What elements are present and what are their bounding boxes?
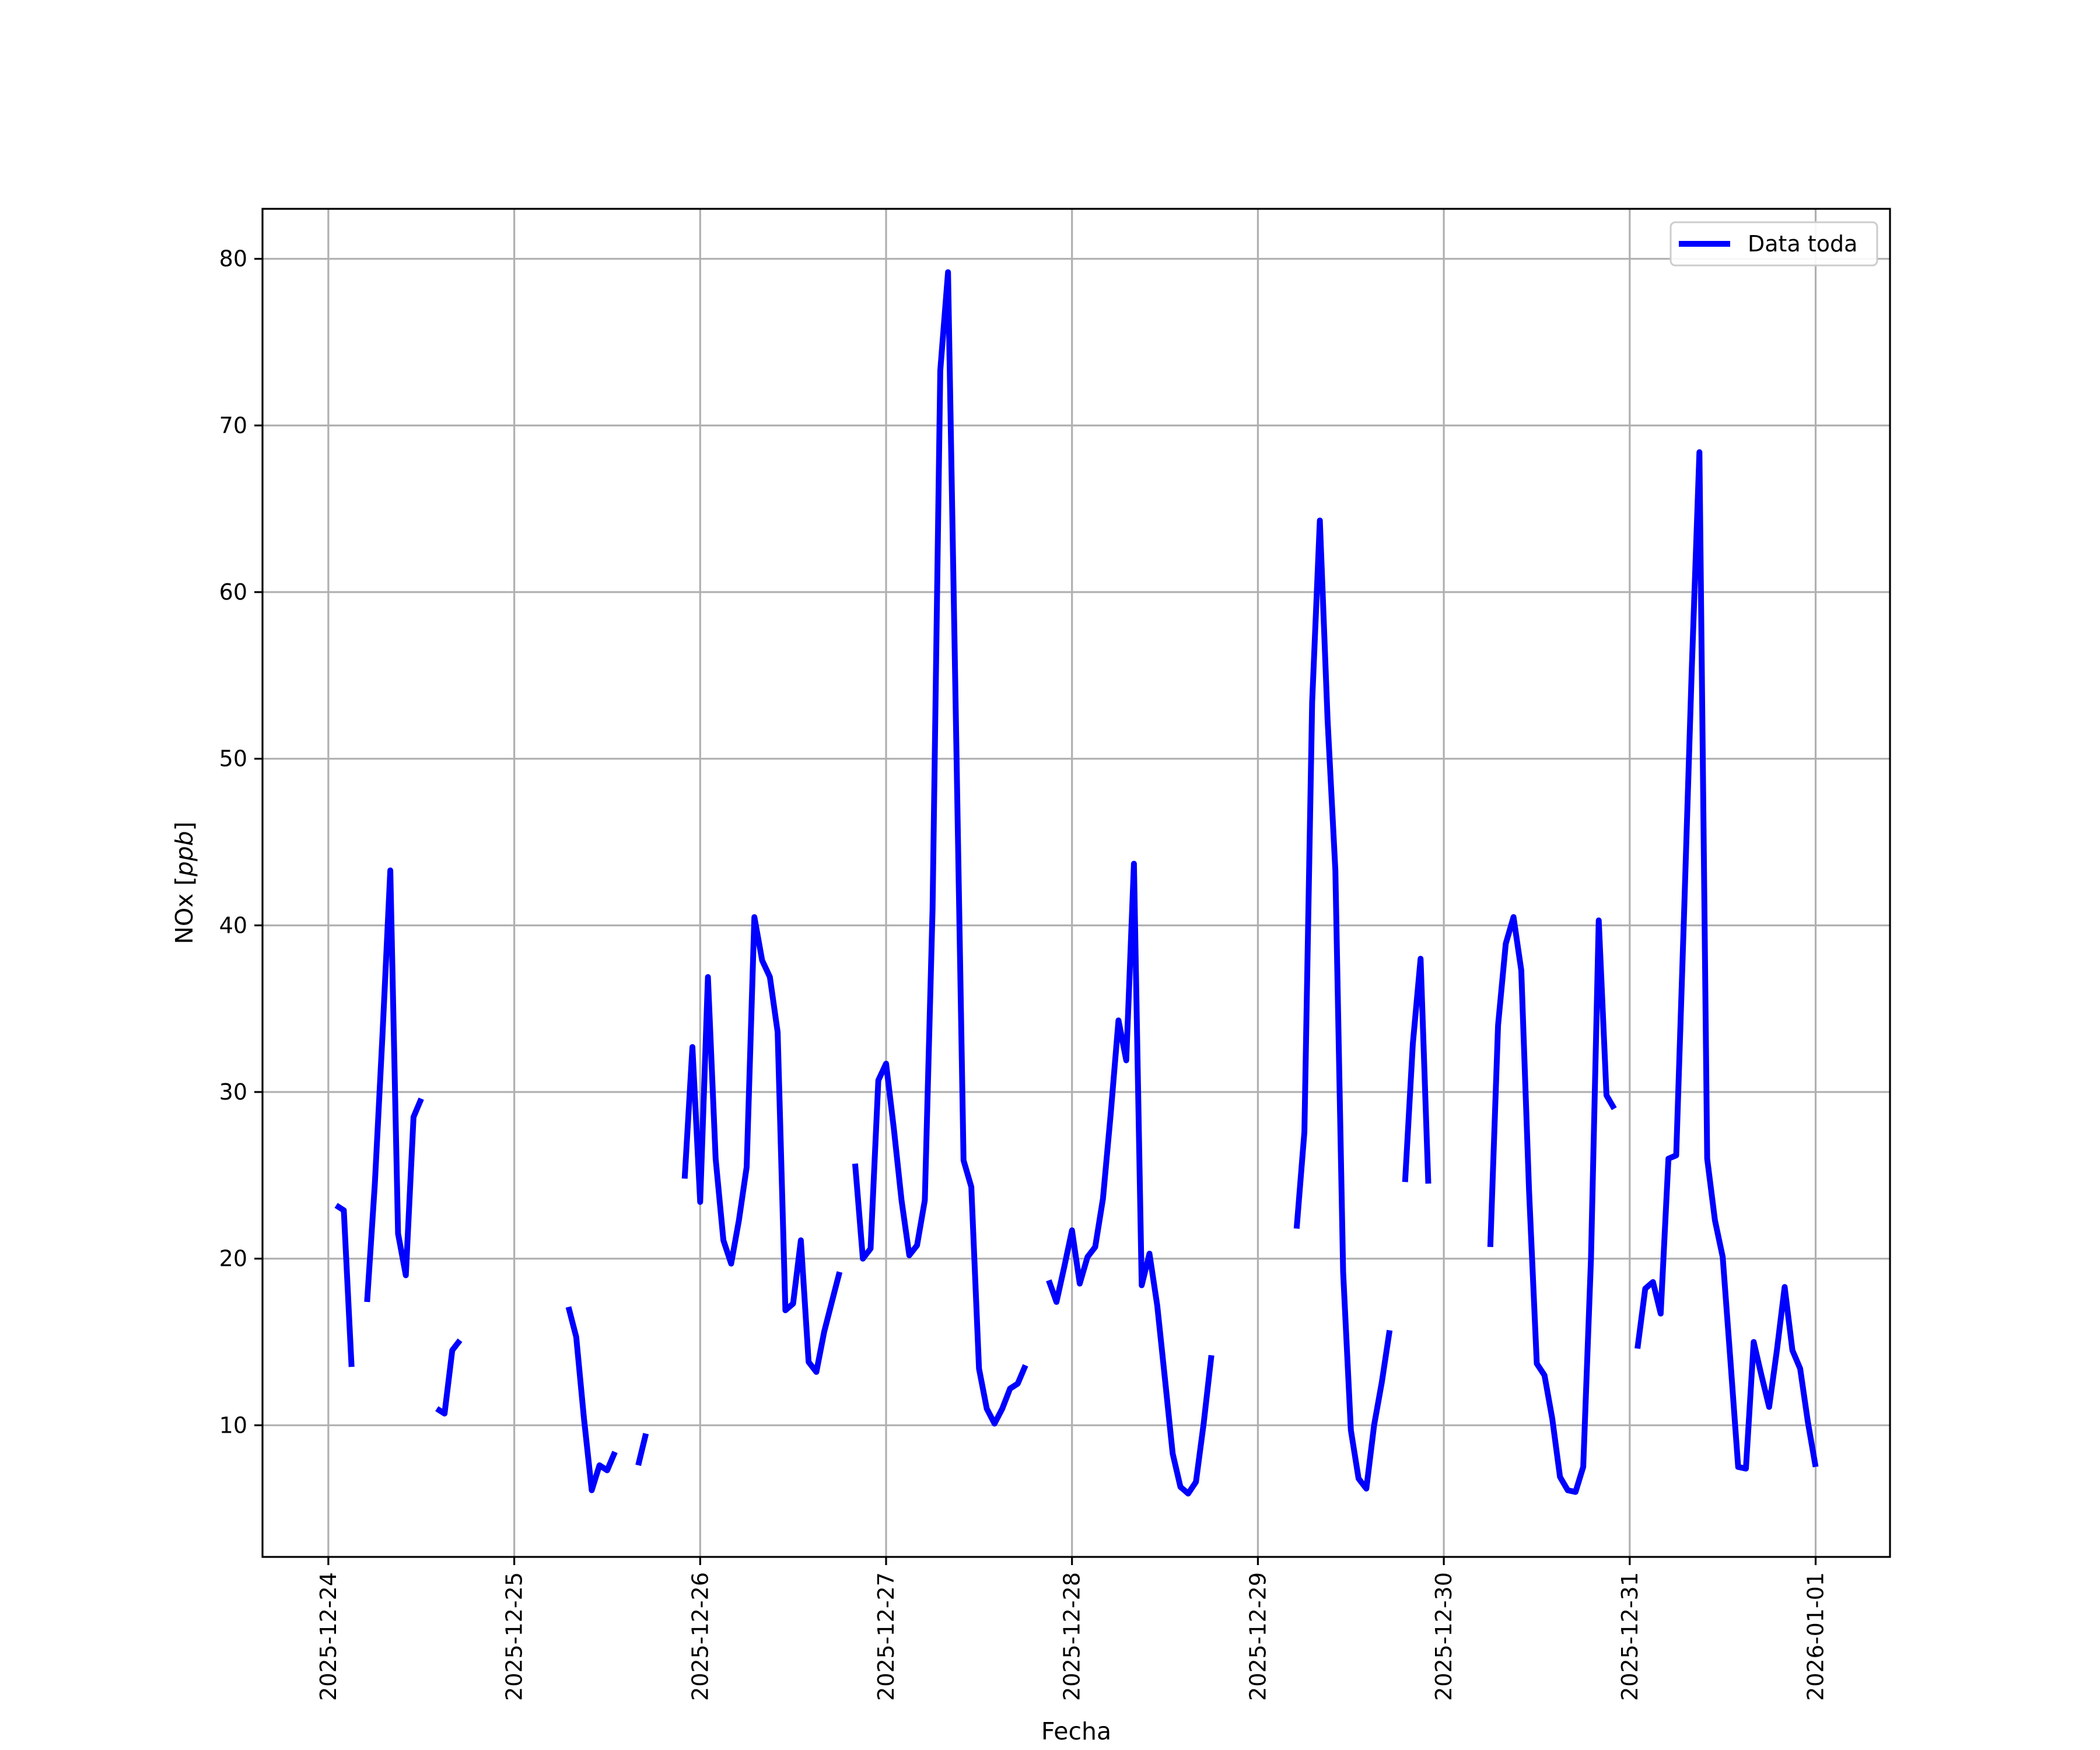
x-tick-label: 2026-01-01	[1803, 1572, 1829, 1701]
series-line-segment	[364, 867, 424, 1303]
x-tick-label: 2025-12-31	[1617, 1572, 1643, 1701]
legend-label: Data toda	[1748, 231, 1857, 257]
legend: Data toda	[1670, 221, 1878, 267]
series-line-segment	[1487, 914, 1617, 1495]
x-tick-label: 2025-12-29	[1245, 1572, 1270, 1701]
y-tick-label: 10	[219, 1412, 247, 1438]
series-line-segment	[681, 914, 843, 1375]
series-line-segment	[852, 269, 1028, 1427]
series-line-segment	[435, 1338, 463, 1417]
y-tick-label: 70	[219, 412, 247, 438]
y-tick-label: 80	[219, 246, 247, 272]
x-tick-label: 2025-12-24	[316, 1572, 341, 1701]
x-tick-label: 2025-12-28	[1059, 1572, 1085, 1701]
x-tick-label: 2025-12-30	[1431, 1572, 1457, 1701]
tick-labels: 10 20 30 40 50 60 70 80 2025-12-24 2025-12-25 2025…	[219, 246, 1829, 1701]
x-tick-label: 2025-12-27	[873, 1572, 899, 1701]
x-axis-label: Fecha	[1041, 1717, 1111, 1745]
x-tick-label: 2025-12-26	[687, 1572, 713, 1701]
y-tick-label: 60	[219, 579, 247, 605]
series-line-segment	[565, 1306, 618, 1493]
series-line-segment	[1046, 860, 1214, 1497]
y-tick-label: 30	[219, 1079, 247, 1105]
series-line-segment	[635, 1433, 649, 1466]
ticks	[254, 258, 1817, 1565]
grid	[262, 209, 1890, 1557]
series-line-segment	[334, 1203, 355, 1367]
legend-box	[1670, 221, 1878, 267]
y-tick-label: 50	[219, 746, 247, 772]
x-tick-label: 2025-12-25	[502, 1572, 527, 1701]
plot-border	[261, 208, 1891, 1558]
y-axis-label: NOx [ppb]	[170, 821, 198, 944]
y-tick-label: 40	[219, 912, 247, 938]
y-tick-label: 20	[219, 1246, 247, 1272]
series-line-segment	[1634, 449, 1819, 1472]
series-line-segment	[1402, 956, 1432, 1184]
series-group	[334, 269, 1819, 1497]
series-line-segment	[1293, 517, 1393, 1492]
